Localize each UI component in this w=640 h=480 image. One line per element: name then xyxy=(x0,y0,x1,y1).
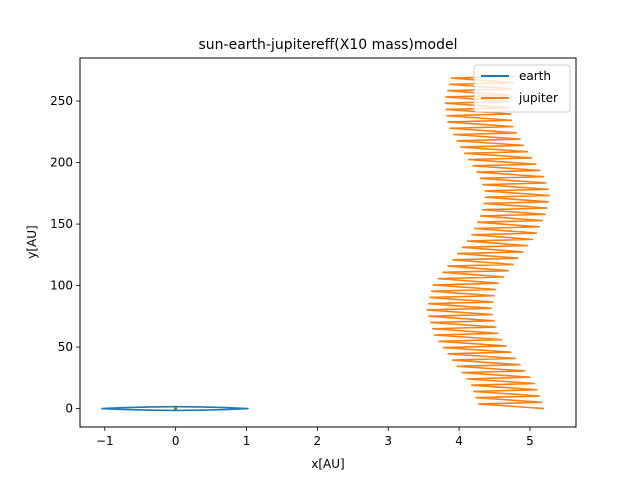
y-tick-label: 0 xyxy=(65,402,73,416)
x-tick-label: 5 xyxy=(526,434,534,448)
y-axis: 0 50 100 150 200 250 xyxy=(50,94,80,416)
y-axis-label: y[AU] xyxy=(25,225,39,258)
legend: earth jupiter xyxy=(473,64,571,113)
x-tick-label: 2 xyxy=(314,434,322,448)
x-tick-label: 1 xyxy=(243,434,251,448)
y-tick-label: 150 xyxy=(50,217,73,231)
sun-marker xyxy=(174,406,178,411)
y-tick-label: 200 xyxy=(50,156,73,170)
y-tick-label: 50 xyxy=(58,340,73,354)
series-line-earth xyxy=(101,405,249,412)
x-tick-label: 4 xyxy=(455,434,463,448)
x-axis: −1 0 1 2 3 4 5 xyxy=(96,427,534,448)
series-layer xyxy=(101,75,551,412)
legend-label-earth: earth xyxy=(519,69,551,83)
x-tick-label: 0 xyxy=(172,434,180,448)
x-tick-label: −1 xyxy=(96,434,114,448)
series-line-jupiter xyxy=(426,75,551,410)
x-tick-label: 3 xyxy=(384,434,392,448)
legend-label-jupiter: jupiter xyxy=(518,91,558,105)
chart-title: sun-earth-jupitereff(X10 mass)model xyxy=(199,37,458,53)
plot-area xyxy=(79,57,577,428)
x-axis-label: x[AU] xyxy=(311,457,344,471)
y-tick-label: 100 xyxy=(50,279,73,293)
axes-frame xyxy=(79,57,577,428)
y-tick-label: 250 xyxy=(50,94,73,108)
